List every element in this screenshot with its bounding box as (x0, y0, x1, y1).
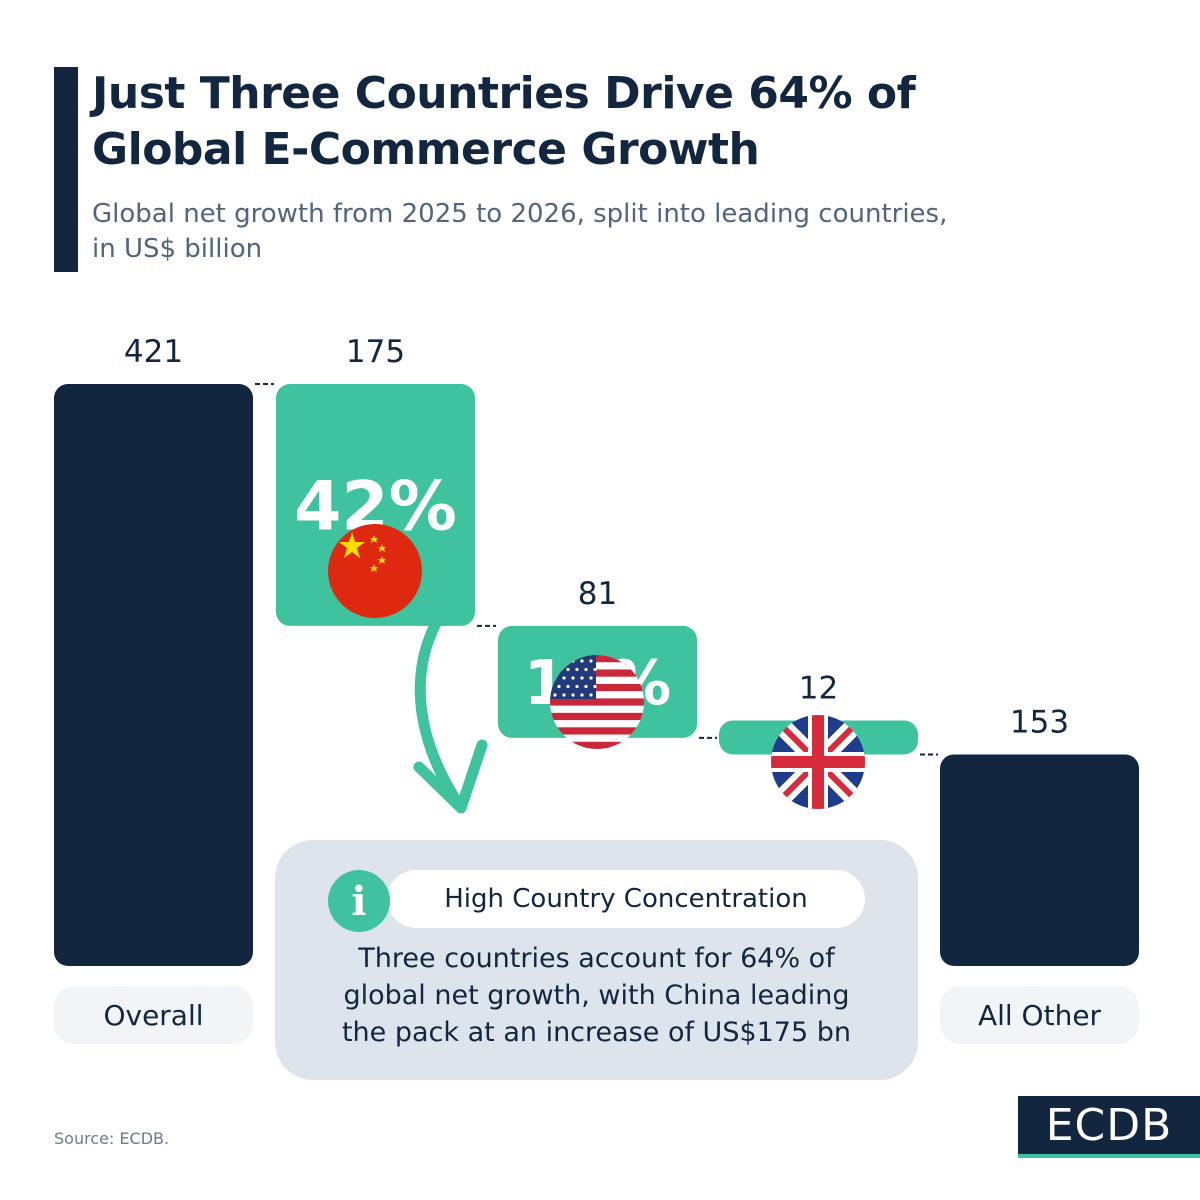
info-callout-box: High Country Concentration i Three count… (275, 840, 918, 1080)
bar-china (276, 384, 475, 626)
china-flag-icon (328, 524, 422, 618)
subtitle-line-1: Global net growth from 2025 to 2026, spl… (92, 199, 948, 229)
value-label-united-states: 81 (578, 576, 617, 612)
usa-flag-icon (550, 655, 644, 749)
value-label-overall: 421 (124, 334, 183, 370)
value-label-all-other: 153 (1010, 704, 1069, 740)
info-text-line-3: the pack at an increase of US$175 bn (341, 1017, 852, 1048)
page-title: Just Three Countries Drive 64% of Global… (92, 66, 1152, 178)
bar-all-other (940, 754, 1139, 966)
category-label-all-other: All Other (940, 986, 1139, 1044)
page-subtitle: Global net growth from 2025 to 2026, spl… (92, 197, 1152, 267)
uk-flag-icon (771, 715, 865, 809)
title-accent-bar (54, 67, 78, 272)
info-callout-text: Three countries account for 64% of globa… (305, 940, 888, 1051)
down-arrow-icon (413, 582, 488, 814)
subtitle-line-2: in US$ billion (92, 234, 263, 264)
source-note: Source: ECDB. (54, 1129, 170, 1148)
info-text-line-1: Three countries account for 64% of (358, 943, 835, 974)
info-callout-title: High Country Concentration (387, 870, 865, 928)
value-label-united-kingdom: 12 (799, 670, 838, 706)
info-icon: i (328, 870, 390, 932)
ecdb-logo: ECDB (1018, 1096, 1200, 1158)
title-line-2: Global E-Commerce Growth (92, 124, 760, 175)
value-label-china: 175 (346, 334, 405, 370)
category-label-overall: Overall (54, 986, 253, 1044)
info-text-line-2: global net growth, with China leading (343, 980, 850, 1011)
bar-overall (54, 384, 253, 966)
title-line-1: Just Three Countries Drive 64% of (92, 68, 916, 119)
